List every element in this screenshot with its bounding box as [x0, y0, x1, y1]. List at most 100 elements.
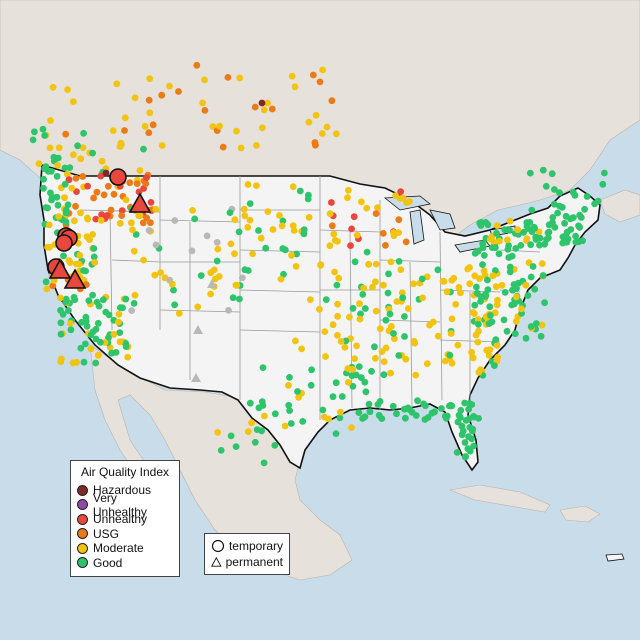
station-marker [93, 188, 101, 196]
station-marker [387, 369, 394, 377]
station-marker [421, 416, 429, 423]
station-marker [470, 413, 477, 420]
station-marker [471, 301, 479, 309]
station-marker [262, 244, 270, 252]
station-marker [291, 83, 299, 91]
station-marker [40, 184, 47, 192]
station-marker [93, 298, 101, 306]
station-marker [233, 127, 240, 135]
legend-label: Good [93, 555, 123, 570]
station-marker [94, 351, 102, 359]
station-marker [285, 381, 292, 389]
station-marker [321, 328, 329, 335]
station-marker [61, 194, 68, 202]
station-marker [511, 330, 519, 338]
station-marker [454, 341, 462, 349]
station-marker [152, 205, 160, 213]
station-marker [434, 266, 442, 274]
station-marker [466, 280, 474, 288]
station-marker [136, 167, 144, 174]
station-marker [236, 74, 244, 82]
station-marker [152, 241, 160, 249]
station-marker [197, 272, 205, 279]
station-marker [89, 231, 97, 238]
station-marker [232, 443, 240, 450]
station-marker [539, 272, 547, 279]
station-marker [140, 145, 147, 153]
station-marker [333, 281, 341, 289]
station-marker [54, 154, 62, 162]
station-marker [520, 228, 527, 236]
station-marker [410, 280, 417, 288]
station-marker [487, 312, 494, 319]
station-marker [118, 207, 126, 215]
station-marker [227, 240, 235, 248]
station-marker [361, 305, 369, 312]
station-marker [537, 332, 545, 340]
station-marker [188, 247, 196, 255]
station-marker [171, 301, 179, 309]
station-marker [477, 298, 484, 305]
station-marker [213, 257, 221, 265]
station-marker [90, 245, 98, 252]
station-marker [46, 243, 53, 251]
station-marker [458, 431, 466, 439]
station-marker [82, 317, 90, 325]
station-marker [141, 122, 149, 130]
station-marker [170, 286, 177, 294]
station-marker [410, 337, 418, 345]
legend-row-moderate: Moderate [77, 541, 173, 556]
station-marker [239, 274, 246, 282]
station-marker [54, 201, 62, 209]
station-marker [322, 353, 329, 360]
station-marker [419, 294, 426, 302]
station-marker [244, 223, 252, 231]
station-marker [292, 337, 299, 345]
station-marker [561, 219, 568, 227]
station-marker [527, 323, 535, 330]
station-marker [532, 236, 540, 243]
station-marker [129, 226, 136, 234]
station-marker [382, 316, 390, 324]
station-marker [468, 348, 475, 356]
station-marker [401, 313, 408, 320]
station-marker [299, 418, 307, 425]
station-marker [231, 250, 238, 258]
station-marker [470, 442, 477, 450]
station-marker [549, 214, 557, 221]
legend-swatch [77, 542, 88, 554]
station-marker [85, 297, 93, 304]
station-marker [353, 342, 360, 350]
station-marker [458, 422, 466, 430]
station-marker [402, 355, 410, 363]
station-marker [376, 325, 384, 333]
legend-label-temporary: temporary [228, 539, 283, 553]
legend-swatch [77, 499, 88, 511]
station-marker [116, 219, 124, 227]
station-marker [349, 304, 357, 312]
station-marker [100, 191, 108, 199]
station-marker [326, 210, 334, 218]
station-marker [65, 257, 73, 264]
station-marker [194, 303, 202, 311]
station-marker [233, 281, 241, 289]
station-marker [390, 232, 398, 240]
station-marker [404, 404, 412, 412]
legend-swatch [77, 484, 88, 496]
station-marker [372, 354, 379, 362]
station-marker [402, 238, 410, 246]
station-marker [490, 238, 498, 246]
station-marker [412, 371, 420, 379]
station-marker [89, 291, 96, 299]
station-marker [84, 215, 92, 223]
station-marker [457, 289, 464, 297]
station-marker [466, 264, 473, 271]
legend-swatch [77, 528, 88, 540]
station-marker [79, 173, 87, 180]
station-marker [480, 267, 488, 275]
station-marker [97, 217, 105, 224]
station-marker [277, 275, 285, 283]
station-marker [143, 174, 150, 182]
station-marker [489, 272, 497, 280]
station-marker [54, 162, 61, 169]
